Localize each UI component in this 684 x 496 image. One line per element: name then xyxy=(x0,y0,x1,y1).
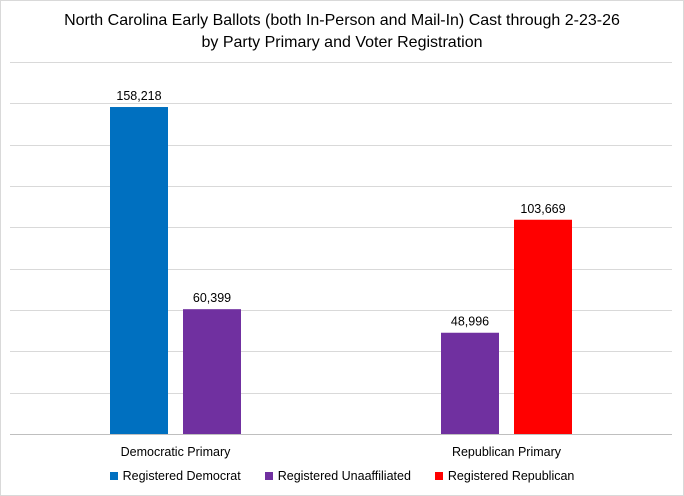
legend: Registered Democrat Registered Unaaffili… xyxy=(0,469,684,483)
legend-label-democrat: Registered Democrat xyxy=(122,469,241,483)
category-label: Republican Primary xyxy=(452,445,562,459)
legend-label-unaffiliated: Registered Unaaffiliated xyxy=(277,469,411,483)
legend-item-unaffiliated: Registered Unaaffiliated xyxy=(264,469,411,483)
bars xyxy=(110,107,572,434)
chart-subtitle: by Party Primary and Voter Registration xyxy=(201,34,483,51)
category-label: Democratic Primary xyxy=(121,445,231,459)
bar-registered-republican-1 xyxy=(514,219,572,434)
legend-item-democrat: Registered Democrat xyxy=(109,469,241,483)
legend-swatch-democrat xyxy=(109,472,118,480)
bar-registered-democrat-0 xyxy=(110,107,168,434)
chart-title-block: North Carolina Early Ballots (both In-Pe… xyxy=(0,10,684,54)
data-label: 60,399 xyxy=(193,291,231,305)
data-label: 48,996 xyxy=(451,315,489,329)
bar-registered-unaaffiliated-0 xyxy=(183,309,241,434)
x-axis: Democratic Primary Republican Primary xyxy=(10,434,672,459)
data-label: 158,218 xyxy=(116,89,161,103)
legend-item-republican: Registered Republican xyxy=(434,469,575,483)
legend-swatch-republican xyxy=(434,472,443,480)
chart-title: North Carolina Early Ballots (both In-Pe… xyxy=(64,12,620,29)
gridlines xyxy=(10,62,672,394)
bar-registered-unaaffiliated-1 xyxy=(441,332,499,434)
legend-label-republican: Registered Republican xyxy=(447,469,575,483)
legend-swatch-unaffiliated xyxy=(264,472,273,480)
data-label: 103,669 xyxy=(520,202,565,216)
data-labels: 158,218 60,399 48,996 103,669 xyxy=(116,89,565,329)
